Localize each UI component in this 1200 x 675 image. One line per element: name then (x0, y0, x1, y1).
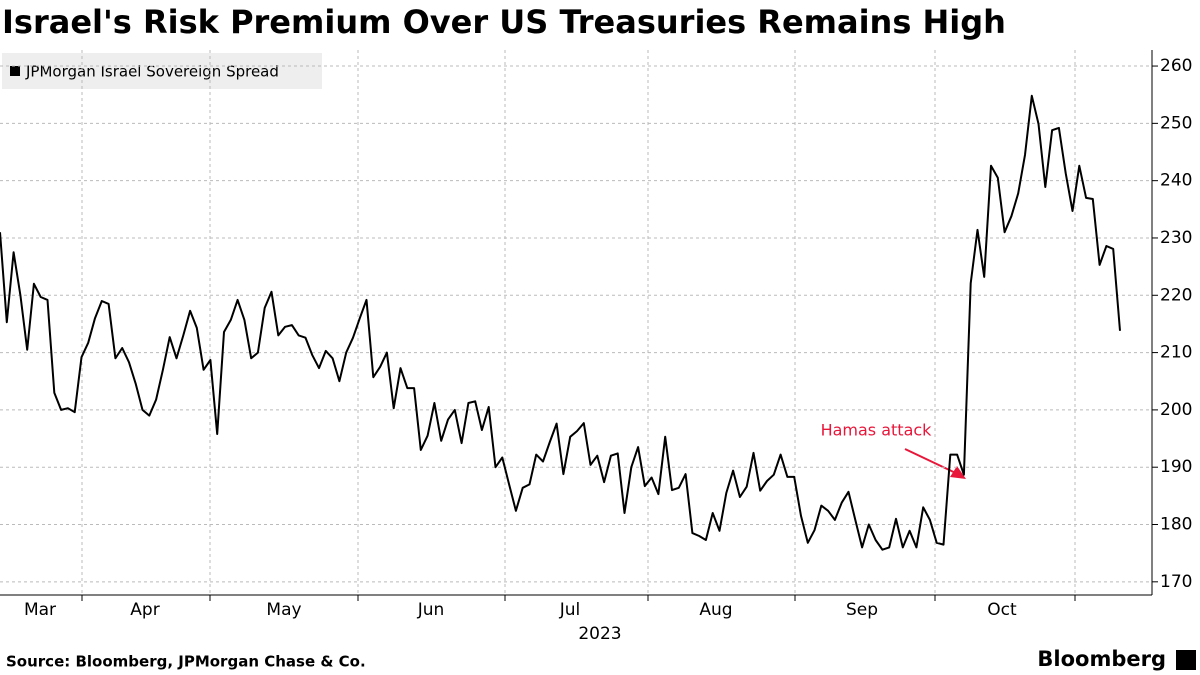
legend-label: JPMorgan Israel Sovereign Spread (25, 63, 279, 81)
y-tick-label: 220 (1160, 285, 1192, 305)
x-tick-label: Apr (130, 600, 159, 620)
source: Source: Bloomberg, JPMorgan Chase & Co. (6, 653, 366, 671)
legend-box (2, 53, 322, 89)
y-tick-label: 170 (1160, 572, 1192, 592)
x-axis-label: 2023 (578, 624, 621, 644)
y-tick-label: 190 (1160, 457, 1192, 477)
y-tick-label: 180 (1160, 515, 1192, 535)
x-tick-label: May (266, 600, 301, 620)
legend-swatch (10, 66, 20, 76)
y-tick-label: 250 (1160, 113, 1192, 133)
y-tick-label: 200 (1160, 400, 1192, 420)
brand-icon (1176, 650, 1196, 670)
chart-title: Israel's Risk Premium Over US Treasuries… (2, 3, 1006, 41)
x-tick-label: Mar (24, 600, 56, 620)
x-tick-label: Aug (699, 600, 732, 620)
y-tick-label: 230 (1160, 228, 1192, 248)
annotation: Hamas attack (821, 421, 933, 440)
annotation-arrow (904, 448, 963, 477)
x-tick-label: Jul (559, 600, 581, 620)
x-tick-label: Oct (987, 600, 1017, 620)
annotation-arrowhead (950, 466, 966, 479)
y-tick-label: 260 (1160, 56, 1192, 76)
line (0, 94, 1121, 551)
brand: Bloomberg (1037, 647, 1166, 671)
x-tick-label: Sep (846, 600, 878, 620)
x-tick-label: Jun (417, 600, 445, 620)
y-tick-label: 210 (1160, 343, 1192, 363)
y-tick-label: 240 (1160, 171, 1192, 191)
